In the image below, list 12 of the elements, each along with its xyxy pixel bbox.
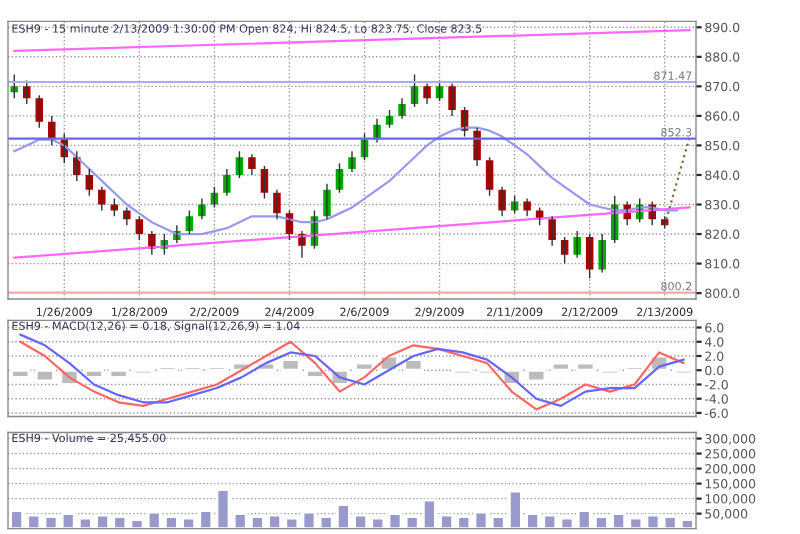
bar (305, 368, 326, 379)
bar (550, 361, 571, 372)
bar (108, 368, 129, 379)
bar (34, 368, 55, 383)
bar (354, 361, 375, 372)
bar (403, 358, 424, 372)
bar (575, 361, 596, 372)
bar (10, 368, 31, 379)
bar (84, 368, 104, 379)
bar (526, 368, 547, 383)
candlestick (23, 79, 31, 105)
bar (280, 358, 301, 372)
